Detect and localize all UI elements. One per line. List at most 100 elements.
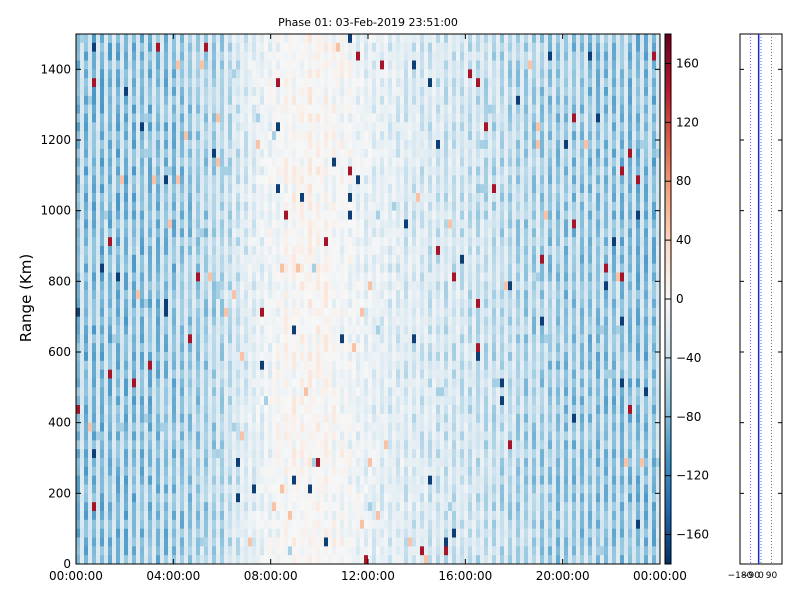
heatmap-cell	[156, 528, 161, 538]
heatmap-cell	[100, 555, 105, 565]
heatmap-cell	[256, 299, 261, 309]
heatmap-cell	[172, 42, 177, 52]
heatmap-cell	[196, 511, 201, 521]
heatmap-cell	[144, 458, 149, 468]
heatmap-cell	[120, 449, 125, 459]
heatmap-cell	[264, 484, 269, 494]
heatmap-cell	[272, 263, 277, 273]
heatmap-cell	[152, 246, 157, 256]
heatmap-cell	[400, 201, 405, 211]
heatmap-cell	[132, 193, 137, 203]
heatmap-cell	[124, 369, 129, 379]
heatmap-cell	[172, 422, 177, 432]
heatmap-cell	[172, 193, 177, 203]
heatmap-cell	[316, 458, 321, 468]
heatmap-cell	[236, 405, 241, 415]
heatmap-cell	[288, 219, 293, 229]
heatmap-cell	[332, 343, 337, 353]
heatmap-cell	[268, 175, 273, 185]
heatmap-cell	[388, 219, 393, 229]
heatmap-cell	[388, 316, 393, 326]
heatmap-cell	[256, 519, 261, 529]
heatmap-cell	[184, 431, 189, 441]
heatmap-cell	[108, 246, 113, 256]
heatmap-cell	[324, 546, 329, 556]
heatmap-cell	[400, 228, 405, 238]
heatmap-cell	[336, 281, 341, 291]
heatmap-cell	[212, 405, 217, 415]
heatmap-cell	[220, 34, 225, 44]
heatmap-cell	[76, 475, 81, 485]
heatmap-cell	[396, 42, 401, 52]
heatmap-cell	[160, 78, 165, 88]
heatmap-cell	[80, 184, 85, 194]
heatmap-cell	[248, 95, 253, 105]
heatmap-cell	[264, 95, 269, 105]
heatmap-cell	[132, 122, 137, 132]
heatmap-cell	[324, 281, 329, 291]
heatmap-cell	[292, 519, 297, 529]
heatmap-cell	[224, 148, 229, 158]
heatmap-cell	[300, 422, 305, 432]
heatmap-cell	[248, 343, 253, 353]
heatmap-cell	[128, 69, 133, 79]
heatmap-cell	[124, 104, 129, 114]
heatmap-cell	[264, 87, 269, 97]
heatmap-cell	[248, 422, 253, 432]
heatmap-cell	[376, 281, 381, 291]
heatmap-cell	[268, 484, 273, 494]
heatmap-cell	[120, 113, 125, 123]
heatmap-cell	[264, 352, 269, 362]
heatmap-cell	[408, 140, 413, 150]
heatmap-cell	[224, 201, 229, 211]
heatmap-cell	[208, 334, 213, 344]
heatmap-cell	[400, 502, 405, 512]
heatmap-cell	[108, 360, 113, 370]
heatmap-cell	[360, 219, 365, 229]
heatmap-cell	[120, 396, 125, 406]
heatmap-cell	[272, 360, 277, 370]
heatmap-cell	[304, 201, 309, 211]
heatmap-cell	[260, 440, 265, 450]
heatmap-cell	[112, 466, 117, 476]
heatmap-cell	[244, 422, 249, 432]
heatmap-cell	[148, 334, 153, 344]
heatmap-cell	[324, 184, 329, 194]
heatmap-cell	[116, 60, 121, 70]
heatmap-cell	[212, 34, 217, 44]
heatmap-cell	[152, 175, 157, 185]
heatmap-cell	[344, 237, 349, 247]
heatmap-cell	[308, 458, 313, 468]
heatmap-cell	[384, 210, 389, 220]
heatmap-cell	[288, 51, 293, 61]
heatmap-cell	[352, 299, 357, 309]
heatmap-cell	[272, 34, 277, 44]
heatmap-cell	[112, 537, 117, 547]
heatmap-cell	[248, 449, 253, 459]
heatmap-cell	[88, 546, 93, 556]
heatmap-cell	[156, 546, 161, 556]
heatmap-cell	[180, 104, 185, 114]
heatmap-cell	[284, 511, 289, 521]
heatmap-cell	[236, 157, 241, 167]
heatmap-cell	[128, 148, 133, 158]
heatmap-cell	[232, 210, 237, 220]
heatmap-cell	[96, 440, 101, 450]
heatmap-cell	[168, 60, 173, 70]
heatmap-cell	[276, 95, 281, 105]
heatmap-cell	[244, 281, 249, 291]
heatmap-cell	[356, 166, 361, 176]
heatmap-cell	[284, 104, 289, 114]
heatmap-cell	[300, 352, 305, 362]
heatmap-cell	[100, 157, 105, 167]
heatmap-cell	[228, 263, 233, 273]
heatmap-cell	[128, 157, 133, 167]
heatmap-cell	[312, 422, 317, 432]
heatmap-cell	[220, 493, 225, 503]
heatmap-cell	[384, 34, 389, 44]
heatmap-cell	[108, 431, 113, 441]
heatmap-cell	[148, 157, 153, 167]
heatmap-cell	[304, 502, 309, 512]
heatmap-cell	[140, 51, 145, 61]
heatmap-cell	[296, 246, 301, 256]
